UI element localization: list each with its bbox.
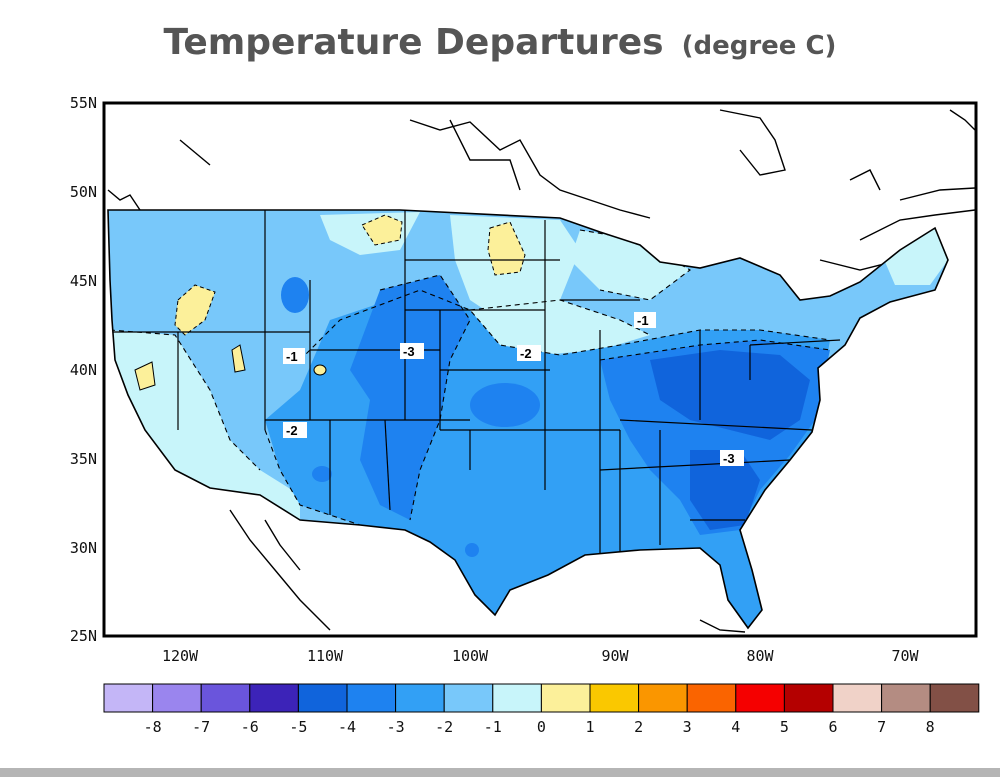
- lon-label-120: 120W: [162, 647, 199, 665]
- us-outline: [107, 209, 949, 630]
- colorbar-tick-label: 2: [634, 718, 643, 736]
- region-kansas-dark: [470, 383, 540, 427]
- colorbar-tick-label: 8: [926, 718, 935, 736]
- colorbar-swatch: [783, 683, 834, 713]
- lat-label-50: 50N: [70, 183, 97, 201]
- region-idaho-dark: [281, 277, 309, 313]
- colorbar-swatch: [297, 683, 348, 713]
- warm-spot-utah: [313, 364, 327, 376]
- map-title: Temperature Departures (degree C): [0, 22, 1000, 63]
- warm-spot-dakota: [487, 221, 526, 276]
- colorbar-tick-label: -7: [192, 718, 210, 736]
- coastline-lines: [107, 109, 976, 633]
- colorbar-swatch: [540, 683, 591, 713]
- lon-label-90: 90W: [601, 647, 629, 665]
- lon-label-110: 110W: [307, 647, 344, 665]
- colorbar-swatch: [103, 683, 154, 713]
- colorbar-tick-label: 6: [828, 718, 837, 736]
- colorbar-swatch: [929, 683, 980, 713]
- bottom-bar: [0, 768, 1000, 777]
- colorbar-swatch: [492, 683, 542, 713]
- colorbar-tick-label: 0: [537, 718, 546, 736]
- title-text: Temperature Departures: [163, 22, 664, 63]
- lon-label-80: 80W: [746, 647, 774, 665]
- region-maine-light: [880, 228, 948, 285]
- colorbar-swatch: [395, 683, 445, 713]
- colorbar-swatch: [200, 683, 251, 713]
- colorbar-tick-label: -8: [144, 718, 162, 736]
- warm-spot-nevada: [231, 344, 246, 373]
- lat-label-55: 55N: [70, 94, 97, 112]
- contour-label-1: -1: [286, 349, 298, 364]
- warm-spot-montana: [361, 214, 403, 246]
- lat-label-35: 35N: [70, 450, 97, 468]
- contour-label-bg: [400, 343, 424, 359]
- region-iowa-light: [470, 300, 650, 355]
- contour-label-bg: [283, 348, 305, 364]
- colorbar-tick-label: -4: [338, 718, 356, 736]
- colorbar: [103, 683, 980, 713]
- lon-label-70: 70W: [891, 647, 919, 665]
- colorbar-labels: -8 -7 -6 -5 -4 -3 -2 -1 0 1 2 3 4 5 6 7 8: [144, 718, 935, 736]
- warm-spot-oregon: [174, 284, 216, 336]
- lon-label-100: 100W: [452, 647, 489, 665]
- colorbar-tick-label: 5: [780, 718, 789, 736]
- region-carolina-darker: [690, 450, 760, 530]
- warm-spot-california: [134, 361, 156, 391]
- colorbar-swatch: [832, 683, 883, 713]
- colorbar-tick-label: -5: [289, 718, 307, 736]
- contour-label-bg: [634, 312, 656, 328]
- colorbar-tick-label: 7: [877, 718, 886, 736]
- colorbar-tick-label: 4: [731, 718, 740, 736]
- colorbar-swatch: [249, 683, 299, 713]
- colorbar-swatch: [638, 683, 688, 713]
- colorbar-tick-label: -6: [241, 718, 259, 736]
- colorbar-swatch: [735, 683, 785, 713]
- contour-label-4: -2: [520, 346, 532, 361]
- title-unit: (degree C): [681, 31, 837, 61]
- lon-axis: 120W 110W 100W 90W 80W 70W: [162, 647, 920, 665]
- region-great-lakes-light: [570, 230, 690, 300]
- colorbar-tick-label: 1: [585, 718, 594, 736]
- contour-label-group: -1 -3 -2 -2 -1 -3: [283, 312, 744, 466]
- colorbar-tick-label: 3: [683, 718, 692, 736]
- lat-axis: 55N 50N 45N 40N 35N 30N 25N: [70, 94, 97, 645]
- region-texas-dark: [465, 543, 479, 557]
- lat-label-30: 30N: [70, 539, 97, 557]
- colorbar-tick-label: -2: [435, 718, 453, 736]
- region-appalachia-darker: [650, 350, 810, 440]
- lat-label-25: 25N: [70, 627, 97, 645]
- contour-label-2: -3: [403, 344, 415, 359]
- colorbar-swatch: [881, 683, 931, 713]
- contour-label-bg: [720, 450, 744, 466]
- colorbar-swatch: [152, 683, 202, 713]
- lat-label-45: 45N: [70, 272, 97, 290]
- colorbar-tick-label: -1: [484, 718, 502, 736]
- contour-label-5: -1: [637, 313, 649, 328]
- colorbar-swatch: [686, 683, 737, 713]
- region-az-dark: [312, 466, 332, 482]
- contour-label-3: -2: [286, 423, 298, 438]
- colorbar-swatch: [589, 683, 640, 713]
- colorbar-tick-label: -3: [387, 718, 405, 736]
- contour-label-bg: [283, 422, 307, 438]
- colorbar-swatch: [346, 683, 397, 713]
- colorbar-swatch: [443, 683, 494, 713]
- contour-label-bg: [517, 345, 541, 361]
- contour-label-6: -3: [723, 451, 735, 466]
- lat-label-40: 40N: [70, 361, 97, 379]
